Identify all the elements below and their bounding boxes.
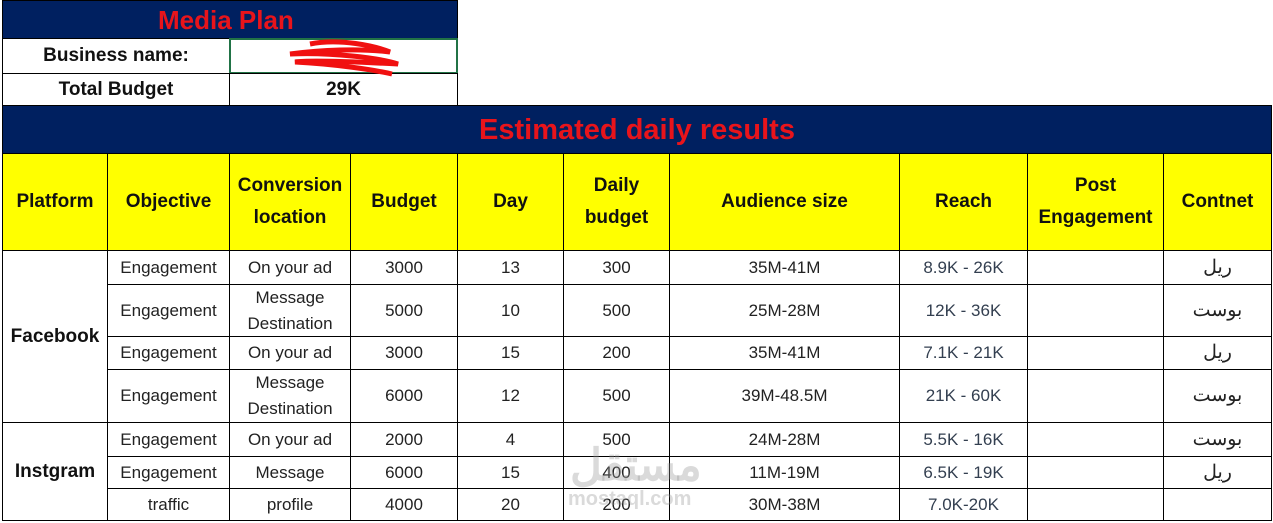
table-cell bbox=[1027, 284, 1164, 337]
table-cell: بوست bbox=[1163, 369, 1272, 423]
column-header: Contnet bbox=[1163, 153, 1272, 251]
column-header: Objective bbox=[107, 153, 230, 251]
budget-label: Total Budget bbox=[2, 73, 230, 106]
table-cell bbox=[1163, 488, 1272, 521]
table-cell: 5000 bbox=[350, 284, 458, 337]
table-cell: 12 bbox=[457, 369, 564, 423]
column-header: Reach bbox=[899, 153, 1028, 251]
platform-cell: Facebook bbox=[2, 250, 108, 423]
table-cell: 200 bbox=[563, 488, 670, 521]
table-cell: On your ad bbox=[229, 250, 351, 285]
table-cell bbox=[1027, 488, 1164, 521]
table-cell: 2000 bbox=[350, 422, 458, 457]
table-cell: 15 bbox=[457, 456, 564, 489]
table-cell: 500 bbox=[563, 422, 670, 457]
table-cell: 4000 bbox=[350, 488, 458, 521]
table-cell: 15 bbox=[457, 336, 564, 370]
redaction bbox=[289, 39, 399, 77]
table-cell: 500 bbox=[563, 369, 670, 423]
table-cell: 5.5K - 16K bbox=[899, 422, 1028, 457]
column-header: Post Engagement bbox=[1027, 153, 1164, 251]
table-cell: 3000 bbox=[350, 336, 458, 370]
table-cell: 6000 bbox=[350, 456, 458, 489]
title-cell: Media Plan bbox=[2, 0, 458, 39]
table-cell: 8.9K - 26K bbox=[899, 250, 1028, 285]
table-cell: 400 bbox=[563, 456, 670, 489]
table-cell bbox=[1027, 369, 1164, 423]
table-cell: ريل bbox=[1163, 250, 1272, 285]
table-cell: Engagement bbox=[107, 422, 230, 457]
table-cell: 13 bbox=[457, 250, 564, 285]
table-cell: 6000 bbox=[350, 369, 458, 423]
table-cell: 500 bbox=[563, 284, 670, 337]
table-cell: traffic bbox=[107, 488, 230, 521]
table-cell: 6.5K - 19K bbox=[899, 456, 1028, 489]
table-cell: 30M-38M bbox=[669, 488, 900, 521]
table-cell bbox=[1027, 456, 1164, 489]
table-cell: 11M-19M bbox=[669, 456, 900, 489]
table-cell bbox=[1027, 422, 1164, 457]
table-cell: 35M-41M bbox=[669, 336, 900, 370]
column-header: Day bbox=[457, 153, 564, 251]
business-label: Business name: bbox=[2, 38, 230, 74]
column-header: Budget bbox=[350, 153, 458, 251]
table-cell: 12K - 36K bbox=[899, 284, 1028, 337]
table-cell: 10 bbox=[457, 284, 564, 337]
table-cell: On your ad bbox=[229, 422, 351, 457]
table-cell: بوست bbox=[1163, 284, 1272, 337]
table-cell bbox=[1027, 250, 1164, 285]
table-cell: 300 bbox=[563, 250, 670, 285]
column-header: Daily budget bbox=[563, 153, 670, 251]
table-cell: Message Destination bbox=[229, 369, 351, 423]
table-cell: 25M-28M bbox=[669, 284, 900, 337]
column-header: Platform bbox=[2, 153, 108, 251]
platform-cell: Instgram bbox=[2, 422, 108, 521]
table-cell: 7.1K - 21K bbox=[899, 336, 1028, 370]
table-cell: بوست bbox=[1163, 422, 1272, 457]
table-cell: Engagement bbox=[107, 250, 230, 285]
table-cell: Engagement bbox=[107, 369, 230, 423]
section-title: Estimated daily results bbox=[2, 105, 1272, 154]
table-cell: 7.0K-20K bbox=[899, 488, 1028, 521]
table-cell: Engagement bbox=[107, 284, 230, 337]
column-header: Conversion location bbox=[229, 153, 351, 251]
table-cell bbox=[1027, 336, 1164, 370]
column-header: Audience size bbox=[669, 153, 900, 251]
table-cell: 4 bbox=[457, 422, 564, 457]
table-cell: On your ad bbox=[229, 336, 351, 370]
table-cell: 20 bbox=[457, 488, 564, 521]
table-cell: 200 bbox=[563, 336, 670, 370]
table-cell: 21K - 60K bbox=[899, 369, 1028, 423]
table-cell: 3000 bbox=[350, 250, 458, 285]
table-cell: Engagement bbox=[107, 456, 230, 489]
table-cell: ريل bbox=[1163, 456, 1272, 489]
table-cell: 24M-28M bbox=[669, 422, 900, 457]
table-cell: 35M-41M bbox=[669, 250, 900, 285]
table-cell: profile bbox=[229, 488, 351, 521]
table-cell: Engagement bbox=[107, 336, 230, 370]
table-cell: Message bbox=[229, 456, 351, 489]
table-cell: Message Destination bbox=[229, 284, 351, 337]
table-cell: 39M-48.5M bbox=[669, 369, 900, 423]
table-cell: ريل bbox=[1163, 336, 1272, 370]
